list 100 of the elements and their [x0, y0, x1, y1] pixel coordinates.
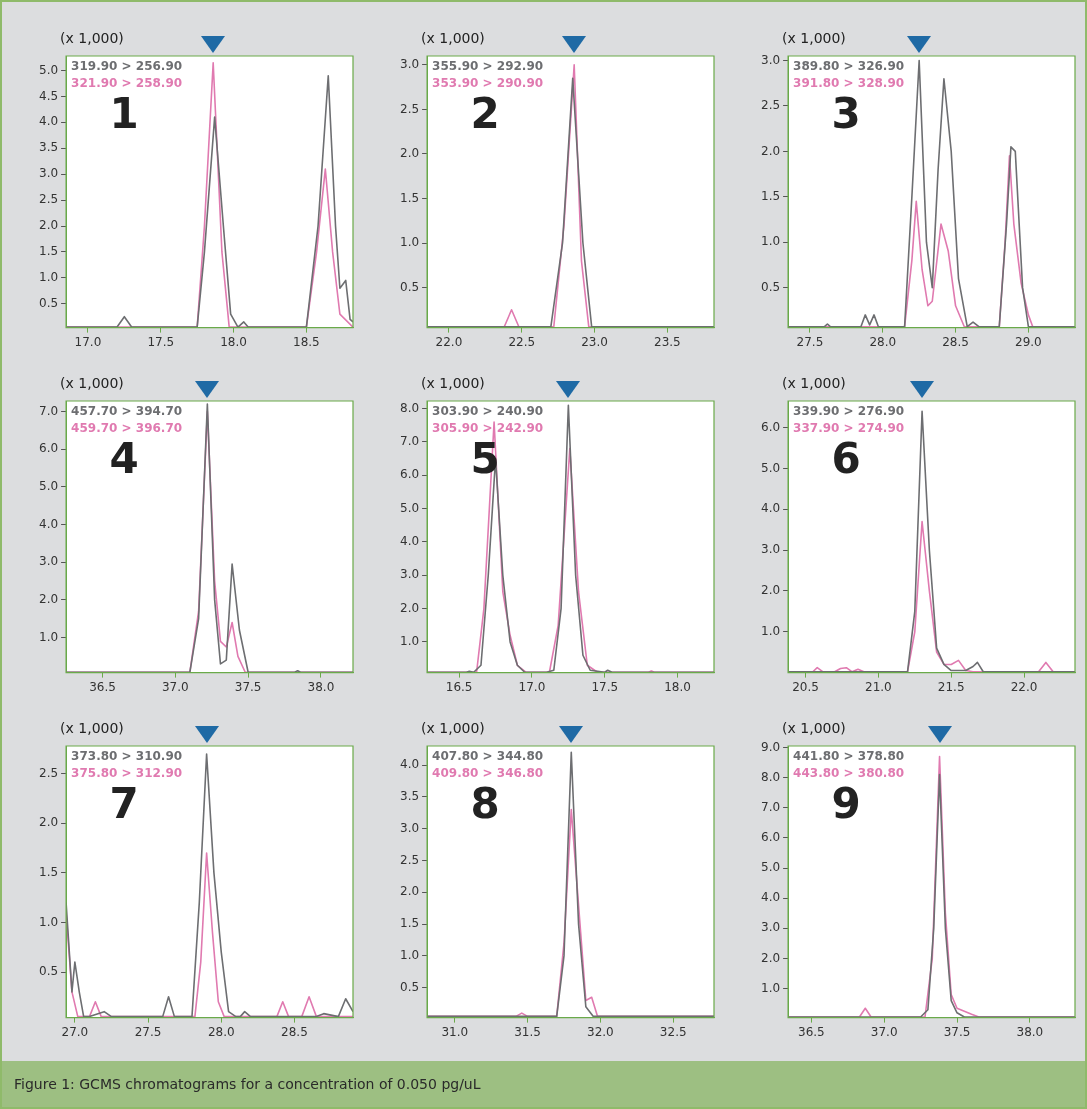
x-tick-label: 36.5	[89, 679, 116, 694]
y-tick-label: 1.5	[399, 916, 420, 931]
text: 353.90 > 290.90	[432, 76, 544, 91]
y-tick-label: 1.0	[38, 269, 59, 284]
y-tick-label: 2.0	[399, 146, 420, 161]
y-tick-label: 2.5	[399, 852, 420, 867]
y-tick-label: 0.5	[760, 279, 781, 294]
y-tick-label: 0.5	[399, 279, 420, 294]
y-tick-label: 3.5	[38, 140, 59, 155]
text: 375.80 > 312.90	[71, 766, 183, 781]
y-axis-title: (x 1,000)	[421, 29, 485, 46]
text: 441.80 > 378.80	[793, 749, 905, 764]
x-tick-label: 37.0	[870, 1024, 898, 1039]
annotation: 2	[470, 88, 500, 138]
x-tick-label: 28.5	[281, 1024, 308, 1039]
x-tick-label: 36.5	[798, 1024, 825, 1039]
y-tick-label: 4.0	[38, 516, 59, 531]
x-tick-label: 27.5	[796, 334, 824, 349]
x-tick-label: 23.5	[654, 334, 681, 349]
y-tick-label: 3.0	[760, 920, 781, 935]
y-tick-label: 0.5	[399, 979, 420, 994]
series-label: 305.90 > 242.90	[432, 421, 544, 436]
y-tick-label: 1.0	[760, 234, 781, 249]
x-tick-label: 17.0	[518, 679, 546, 694]
text: 321.90 > 258.90	[71, 76, 183, 91]
x-tick-label: 32.5	[659, 1024, 687, 1039]
y-axis-title: (x 1,000)	[60, 719, 124, 736]
series-label: 389.80 > 326.90	[793, 59, 905, 74]
x-tick-label: 38.0	[1016, 1024, 1044, 1039]
y-tick-label: 3.0	[38, 554, 59, 569]
text: 459.70 > 396.70	[71, 421, 183, 436]
x-tick-label: 27.0	[61, 1024, 89, 1039]
x-tick-label: 28.5	[942, 334, 969, 349]
text: 303.90 > 240.90	[432, 404, 544, 419]
y-tick-label: 2.0	[38, 218, 59, 233]
x-tick-label: 23.0	[581, 334, 608, 349]
x-tick-label: 29.0	[1015, 334, 1042, 349]
y-tick-label: 1.5	[38, 865, 59, 879]
y-axis-title: (x 1,000)	[782, 29, 846, 46]
y-tick-label: 8.0	[399, 400, 420, 415]
y-tick-label: 5.0	[760, 860, 781, 875]
annotation: 6	[831, 433, 861, 483]
annotation: 3	[831, 88, 861, 138]
y-tick-label: 4.0	[38, 114, 59, 129]
y-tick-label: 2.5	[760, 98, 781, 113]
y-tick-label: 7.0	[760, 799, 781, 814]
text: 373.80 > 310.90	[71, 749, 183, 764]
y-tick-label: 3.5	[399, 789, 420, 804]
x-tick-label: 18.0	[664, 679, 691, 694]
y-tick-label: 5.0	[760, 460, 781, 475]
x-tick-label: 22.0	[1010, 679, 1038, 694]
y-tick-label: 7.0	[399, 434, 420, 449]
y-tick-label: 0.5	[38, 964, 59, 979]
x-tick-label: 16.5	[445, 679, 473, 694]
y-tick-label: 1.0	[760, 980, 781, 995]
x-tick-label: 37.0	[161, 679, 189, 694]
y-tick-label: 5.0	[38, 62, 59, 77]
x-tick-label: 20.5	[792, 679, 819, 694]
x-tick-label: 37.5	[943, 1024, 971, 1039]
y-tick-label: 2.0	[38, 592, 59, 607]
y-axis-title: (x 1,000)	[60, 29, 124, 46]
y-tick-label: 1.5	[38, 244, 59, 259]
y-tick-label: 4.0	[760, 501, 781, 516]
y-tick-label: 6.0	[760, 830, 781, 845]
text: 407.80 > 344.80	[432, 749, 544, 764]
y-tick-label: 6.0	[399, 467, 420, 482]
annotation: 8	[470, 778, 500, 828]
y-tick-label: 5.0	[399, 500, 420, 515]
x-tick-label: 22.0	[435, 334, 463, 349]
x-tick-label: 21.5	[937, 679, 965, 694]
y-tick-label: 1.0	[399, 948, 420, 963]
x-tick-label: 37.5	[234, 679, 262, 694]
y-tick-label: 3.0	[760, 542, 781, 557]
y-tick-label: 3.0	[399, 567, 420, 582]
x-tick-label: 28.0	[207, 1024, 235, 1039]
series-label: 339.90 > 276.90	[793, 404, 905, 419]
annotation: 7	[109, 778, 139, 828]
y-tick-label: 2.0	[38, 815, 59, 830]
y-tick-label: 1.0	[399, 235, 420, 250]
y-tick-label: 0.5	[38, 295, 59, 310]
y-tick-label: 1.5	[760, 188, 781, 203]
caption: Figure 1: GCMS chromatograms for a concentration of 0.050 pg/uL	[14, 1076, 481, 1092]
y-tick-label: 1.5	[399, 190, 420, 205]
text: 409.80 > 346.80	[432, 766, 544, 781]
x-tick-label: 17.5	[591, 679, 619, 694]
y-tick-label: 1.0	[38, 914, 59, 929]
y-tick-label: 4.0	[399, 757, 420, 772]
annotation: 9	[831, 778, 861, 828]
y-tick-label: 9.0	[760, 739, 781, 754]
y-tick-label: 1.0	[399, 634, 420, 649]
y-tick-label: 6.0	[760, 419, 781, 434]
text: 337.90 > 274.90	[793, 421, 905, 436]
x-tick-label: 17.0	[74, 334, 102, 349]
y-tick-label: 3.0	[399, 820, 420, 835]
y-tick-label: 2.0	[760, 950, 781, 965]
x-tick-label: 38.0	[307, 679, 335, 694]
annotation: 4	[109, 433, 139, 483]
y-tick-label: 4.0	[399, 534, 420, 549]
text: 457.70 > 394.70	[71, 404, 183, 419]
y-tick-label: 4.0	[760, 890, 781, 905]
